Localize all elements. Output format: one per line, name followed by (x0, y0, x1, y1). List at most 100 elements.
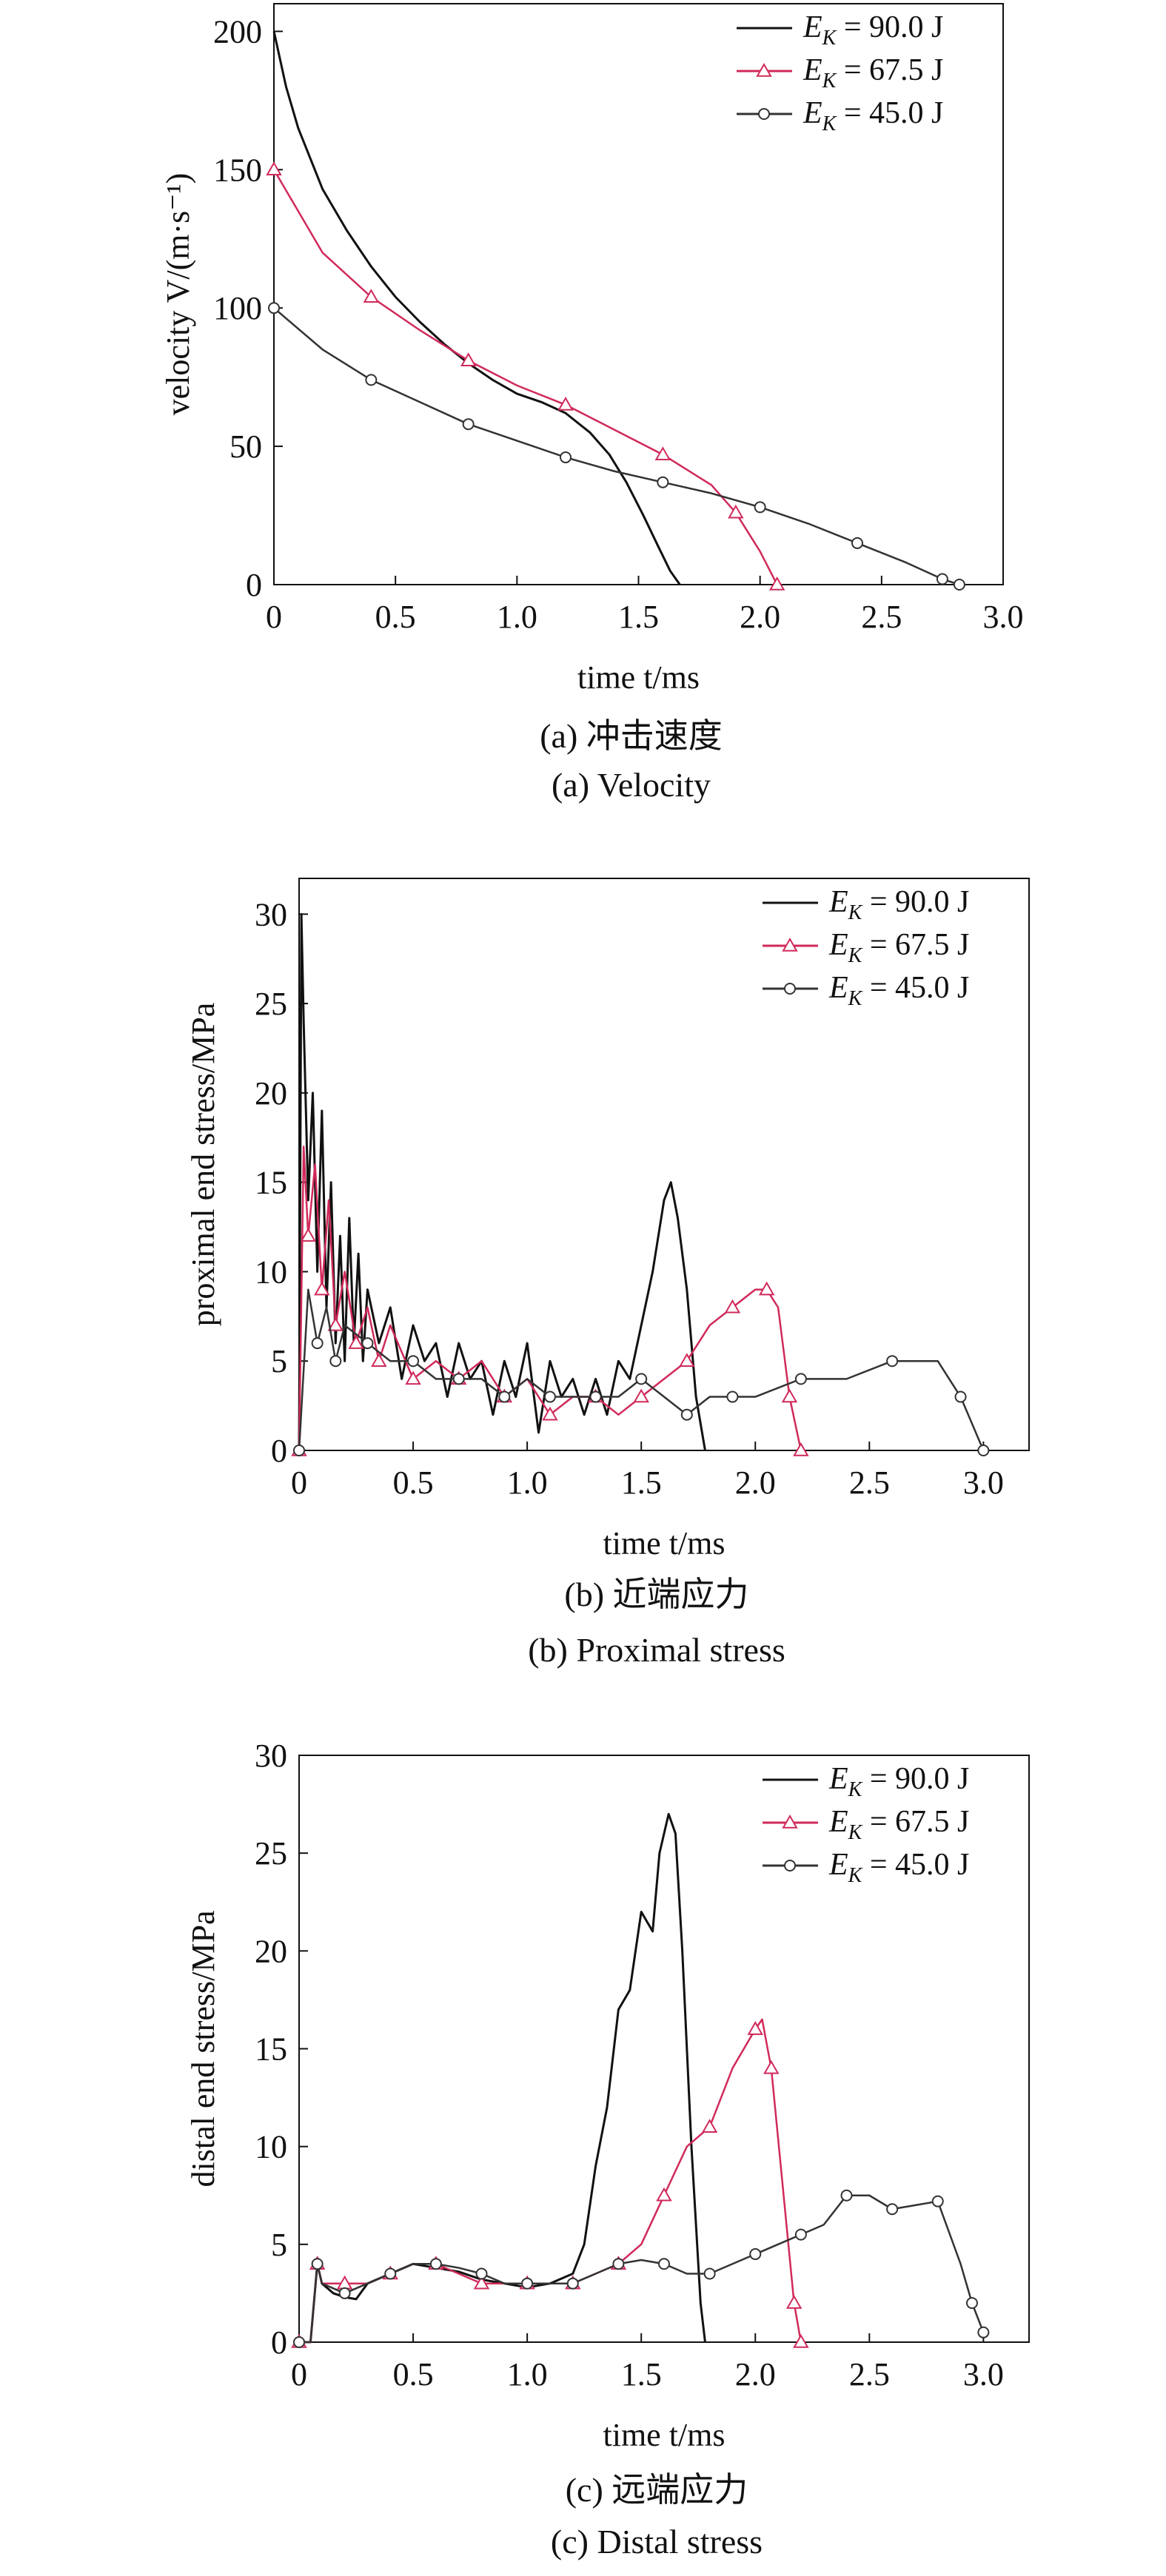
series-3-point (407, 1355, 420, 1368)
y-tick-label: 200 (213, 13, 262, 50)
y-tick-label: 100 (213, 290, 262, 326)
series-3-point (365, 374, 378, 386)
series-3-point (977, 1445, 990, 1456)
series-3-point (293, 2336, 305, 2348)
series-3-point (953, 579, 965, 591)
x-tick-label: 3.0 (963, 2356, 1004, 2392)
y-tick-label: 0 (246, 567, 262, 603)
legend-item-3: EK = 45.0 J (763, 971, 969, 1010)
legend-label: EK = 67.5 J (828, 1805, 969, 1844)
series-2-point (371, 1353, 387, 1367)
series-3 (293, 2189, 990, 2348)
series-1 (299, 1812, 706, 2344)
series-3-point (657, 476, 669, 488)
x-tick-label: 1.0 (497, 599, 537, 635)
x-tick-label: 0.5 (375, 599, 416, 635)
legend-marker (782, 937, 798, 952)
y-tick-label: 5 (271, 2227, 287, 2263)
x-tick-label: 3.0 (983, 599, 1024, 635)
legend-marker (782, 1814, 798, 1829)
series-2-point (348, 1335, 364, 1349)
legend-item-1: EK = 90.0 J (763, 885, 969, 924)
y-tick-label: 0 (271, 2324, 287, 2361)
series-2-line (272, 169, 778, 585)
y-axis-label: velocity V/(m·s⁻¹) (160, 173, 196, 416)
series-2-point (557, 397, 574, 411)
legend-marker (784, 1860, 796, 1872)
series-1 (298, 912, 706, 1451)
y-tick-label: 5 (271, 1343, 287, 1379)
series-2-point (701, 2119, 718, 2133)
y-tick-label: 15 (255, 2031, 287, 2068)
series-2-point (314, 1281, 330, 1296)
series-3-point (560, 451, 572, 464)
series-2-point (793, 1442, 809, 1456)
series-2-point (763, 2059, 780, 2074)
y-tick-label: 0 (271, 1433, 287, 1469)
x-tick-label: 0.5 (393, 2356, 434, 2392)
x-tick-label: 0 (291, 2356, 307, 2392)
x-tick-label: 2.0 (740, 599, 780, 635)
series-3-point (754, 501, 766, 514)
legend-label: EK = 45.0 J (803, 96, 943, 135)
series-2-point (266, 161, 282, 176)
series-3-line (273, 307, 960, 586)
series-3-point (680, 1408, 693, 1421)
series-1 (272, 31, 681, 585)
series-3-point (612, 2258, 625, 2270)
series-3-point (384, 2267, 397, 2280)
plot-frame (273, 3, 1004, 585)
caption-cn: (c) 远端应力 (566, 2471, 748, 2509)
caption-en: (c) Distal stress (551, 2523, 763, 2560)
series-2-point (460, 352, 477, 366)
legend-label: EK = 67.5 J (803, 53, 943, 93)
series-2-point (679, 1353, 695, 1367)
series-3 (293, 1288, 990, 1456)
series-3-point (566, 2277, 579, 2290)
legend-label: EK = 45.0 J (828, 1848, 969, 1887)
y-tick-label: 10 (255, 1254, 287, 1290)
x-tick-label: 2.0 (735, 1464, 776, 1501)
series-3-point (851, 537, 863, 549)
series-3-point (361, 1337, 374, 1350)
series-3-point (965, 2297, 978, 2310)
legend-label: EK = 45.0 J (828, 971, 969, 1010)
x-tick-label: 2.0 (735, 2356, 776, 2392)
series-2-point (654, 446, 671, 461)
legend-item-3: EK = 45.0 J (763, 1848, 969, 1887)
x-axis-label: time t/ms (577, 659, 700, 696)
series-3-point (936, 573, 948, 585)
series-3-point (840, 2189, 853, 2202)
x-tick-label: 1.0 (507, 2356, 548, 2392)
series-3-point (954, 1390, 967, 1403)
legend-label: EK = 90.0 J (828, 885, 969, 924)
chart-panel-3: 0 0.5 1.0 1.5 2.0 2.5 3.0 0 5 10 15 20 25 30 time t/ms… (185, 1738, 1030, 2560)
y-tick-label: 50 (229, 428, 262, 465)
series-3-point (886, 1355, 899, 1368)
plot-frame (298, 1755, 1030, 2343)
legend-label: EK = 67.5 J (828, 928, 969, 967)
legend-item-2: EK = 67.5 J (763, 1805, 969, 1844)
x-axis-label: time t/ms (603, 1525, 726, 1561)
series-3-point (498, 1390, 511, 1403)
y-axis-label: distal end stress/MPa (185, 1911, 221, 2187)
series-3-point (886, 2203, 899, 2216)
caption-cn: (a) 冲击速度 (540, 717, 723, 755)
x-tick-label: 1.0 (507, 1464, 548, 1501)
y-tick-label: 10 (255, 2129, 287, 2165)
series-3-point (635, 1373, 648, 1385)
series-3-point (749, 2248, 762, 2261)
y-tick-label: 20 (255, 1933, 287, 1969)
series-2-point (768, 576, 785, 591)
y-tick-label: 30 (255, 1738, 287, 1774)
series-2-point (747, 2021, 763, 2035)
caption-en: (a) Velocity (552, 766, 711, 804)
legend-item-1: EK = 90.0 J (763, 1762, 969, 1801)
y-tick-label: 150 (213, 152, 262, 188)
series-3-point (475, 2267, 488, 2280)
y-tick-label: 25 (255, 1835, 287, 1872)
series-3-point (429, 2258, 442, 2270)
series-3-point (293, 1445, 305, 1456)
series-3-point (268, 302, 280, 315)
legend-marker (756, 62, 772, 77)
